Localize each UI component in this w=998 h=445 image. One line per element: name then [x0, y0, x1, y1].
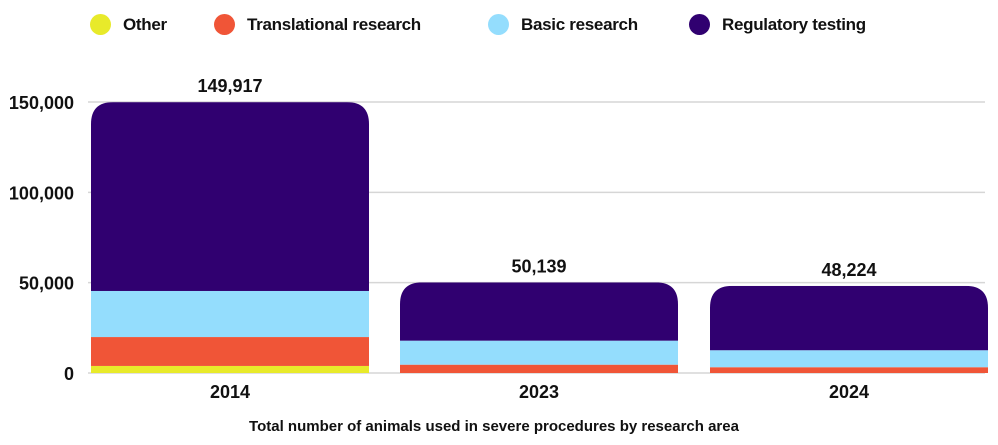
- legend-item-translational: Translational research: [214, 14, 421, 35]
- legend-label: Other: [123, 14, 167, 34]
- bar-segment-translational-research: [400, 364, 678, 373]
- legend-item-regulatory: Regulatory testing: [689, 14, 866, 35]
- bar-segment-translational-research: [91, 337, 369, 366]
- bar-segment-regulatory-testing: [400, 282, 678, 341]
- bar-segment-regulatory-testing: [710, 285, 988, 351]
- legend-swatch: [689, 14, 710, 35]
- y-tick-label: 50,000: [19, 274, 74, 294]
- legend-item-basic: Basic research: [488, 14, 638, 35]
- bar-segment-translational-research: [710, 367, 988, 373]
- bar-segment-basic-research: [400, 340, 678, 365]
- bar-total-label: 149,917: [197, 76, 262, 96]
- x-tick-label: 2023: [519, 382, 559, 402]
- bar-segment-basic-research: [710, 350, 988, 368]
- legend-swatch: [90, 14, 111, 35]
- y-tick-label: 0: [64, 364, 74, 384]
- legend: Other Translational research Basic resea…: [0, 14, 998, 40]
- legend-label: Regulatory testing: [722, 14, 866, 34]
- y-tick-label: 150,000: [9, 93, 74, 113]
- legend-item-other: Other: [90, 14, 167, 35]
- y-tick-label: 100,000: [9, 183, 74, 203]
- bar-segment-other: [91, 365, 369, 373]
- legend-label: Basic research: [521, 14, 638, 34]
- legend-swatch: [488, 14, 509, 35]
- legend-label: Translational research: [247, 14, 421, 34]
- bar-total-label: 48,224: [821, 260, 876, 280]
- bar-total-label: 50,139: [511, 256, 566, 276]
- bar-segment-regulatory-testing: [91, 102, 369, 291]
- x-tick-label: 2024: [829, 382, 869, 402]
- x-axis-label: Total number of animals used in severe p…: [249, 418, 740, 435]
- bar-segment-basic-research: [91, 290, 369, 338]
- x-tick-label: 2014: [210, 382, 250, 402]
- legend-swatch: [214, 14, 235, 35]
